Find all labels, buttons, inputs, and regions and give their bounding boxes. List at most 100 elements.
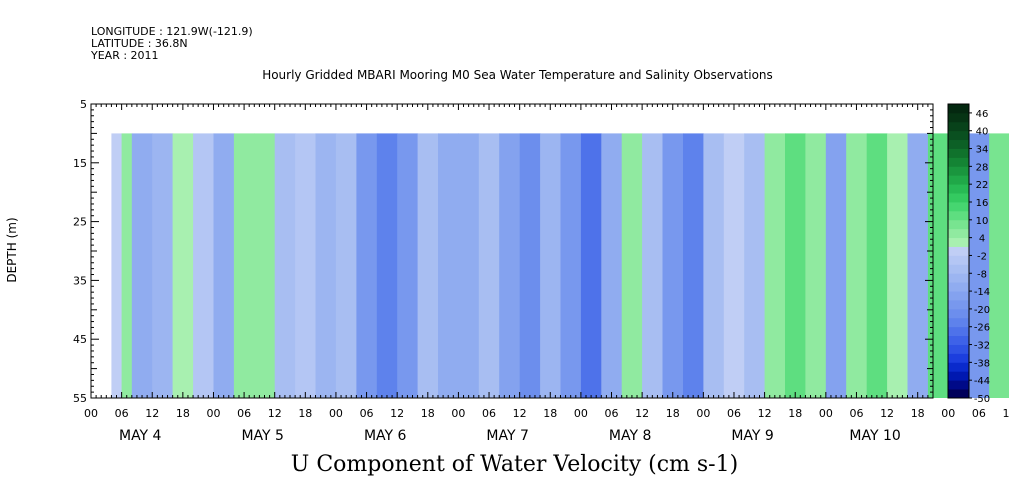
velocity-column [662, 133, 684, 398]
velocity-column [927, 133, 949, 398]
longitude-label: LONGITUDE : 121.9W(-121.9) [91, 25, 253, 38]
x-tick-label: 12 [758, 407, 772, 420]
colorbar-swatch [948, 362, 969, 372]
x-tick-label: 12 [880, 407, 894, 420]
colorbar-swatch [948, 344, 969, 354]
colorbar-swatch [948, 291, 969, 301]
colorbar-swatch [948, 353, 969, 363]
velocity-column [744, 133, 766, 398]
velocity-column [805, 133, 827, 398]
colorbar-swatch [948, 184, 969, 194]
colorbar: 46 40 34 28 22 16 10 4 -2 -8 -14 -20 -26 -32 -38 -44 -50 [947, 103, 990, 405]
colorbar-label: -20 [974, 305, 990, 316]
velocity-column [172, 133, 194, 398]
colorbar-swatch [948, 148, 969, 158]
colorbar-label: 34 [976, 145, 989, 156]
x-tick-label: 06 [849, 407, 863, 420]
velocity-column [233, 133, 255, 398]
colorbar-swatch [948, 112, 969, 123]
colorbar-swatch [948, 104, 969, 114]
x-day-label: MAY 9 [731, 428, 773, 444]
colorbar-swatch [948, 282, 969, 292]
colorbar-label: 10 [976, 216, 989, 227]
x-tick-label: 00 [696, 407, 710, 420]
velocity-column [315, 133, 337, 398]
x-tick-label: 18 [543, 407, 557, 420]
velocity-column [519, 133, 541, 398]
colorbar-label: -50 [974, 394, 990, 405]
velocity-column [683, 133, 704, 398]
velocity-column [540, 133, 562, 398]
x-day-label: MAY 10 [849, 428, 900, 444]
velocity-column [968, 133, 990, 398]
colorbar-swatch [948, 326, 969, 337]
colorbar-swatch [948, 130, 969, 141]
velocity-column [213, 133, 235, 398]
x-tick-label: 18 [788, 407, 802, 420]
x-tick-label: 12 [145, 407, 159, 420]
x-tick-label: 18 [421, 407, 435, 420]
velocity-column [478, 133, 500, 398]
velocity-column [397, 133, 419, 398]
y-tick-label: 25 [73, 216, 87, 229]
colorbar-swatch [948, 371, 969, 381]
year-label: YEAR : 2011 [91, 49, 159, 62]
colorbar-swatch [948, 175, 969, 185]
colorbar-swatch [948, 308, 969, 319]
x-tick-label: 18 [298, 407, 312, 420]
velocity-column [193, 133, 215, 398]
colorbar-swatch [948, 389, 969, 399]
velocity-column [111, 133, 123, 398]
x-tick-label: 06 [115, 407, 129, 420]
colorbar-label: -14 [974, 287, 990, 298]
x-tick-label: 00 [819, 407, 833, 420]
velocity-column [785, 133, 806, 398]
colorbar-swatch [948, 317, 969, 328]
x-tick-label: 12 [635, 407, 649, 420]
x-tick-label: 06 [482, 407, 496, 420]
x-tick-label: 12 [268, 407, 282, 420]
velocity-column [152, 133, 174, 398]
colorbar-swatch [948, 228, 969, 239]
velocity-column [703, 133, 725, 398]
velocity-column [887, 133, 909, 398]
velocity-column [621, 133, 643, 398]
x-tick-label: 06 [605, 407, 619, 420]
x-tick-label: 12 [1003, 407, 1009, 420]
velocity-column [376, 133, 398, 398]
colorbar-label: 22 [976, 180, 989, 191]
x-tick-label: 18 [666, 407, 680, 420]
x-day-label: MAY 5 [241, 428, 283, 444]
colorbar-label: -8 [977, 269, 987, 280]
colorbar-swatch [948, 273, 969, 283]
velocity-column [295, 133, 317, 398]
velocity-column [764, 133, 786, 398]
velocity-column [560, 133, 582, 398]
y-tick-label: 15 [73, 157, 87, 170]
y-tick-label: 45 [73, 333, 87, 346]
x-tick-label: 12 [390, 407, 404, 420]
colorbar-label: 4 [979, 234, 985, 245]
colorbar-swatch [948, 193, 969, 203]
velocity-column [121, 133, 133, 398]
colorbar-label: 16 [976, 198, 989, 209]
velocity-column [499, 133, 521, 398]
colorbar-swatch [948, 121, 969, 132]
colorbar-label: -38 [974, 358, 990, 369]
latitude-label: LATITUDE : 36.8N [91, 37, 188, 50]
velocity-column [274, 133, 296, 398]
velocity-column [335, 133, 357, 398]
colorbar-title: U Component of Water Velocity (cm s-1) [290, 452, 739, 477]
x-tick-label: 00 [941, 407, 955, 420]
velocity-column [907, 133, 929, 398]
chart-title: Hourly Gridded MBARI Mooring M0 Sea Wate… [262, 68, 773, 82]
x-day-label: MAY 7 [486, 428, 528, 444]
y-tick-label: 35 [73, 274, 87, 287]
colorbar-swatch [948, 380, 969, 390]
colorbar-label: -44 [974, 376, 990, 387]
velocity-column [846, 133, 868, 398]
velocity-column [417, 133, 439, 398]
colorbar-label: 46 [976, 109, 989, 120]
x-tick-label: 00 [84, 407, 98, 420]
